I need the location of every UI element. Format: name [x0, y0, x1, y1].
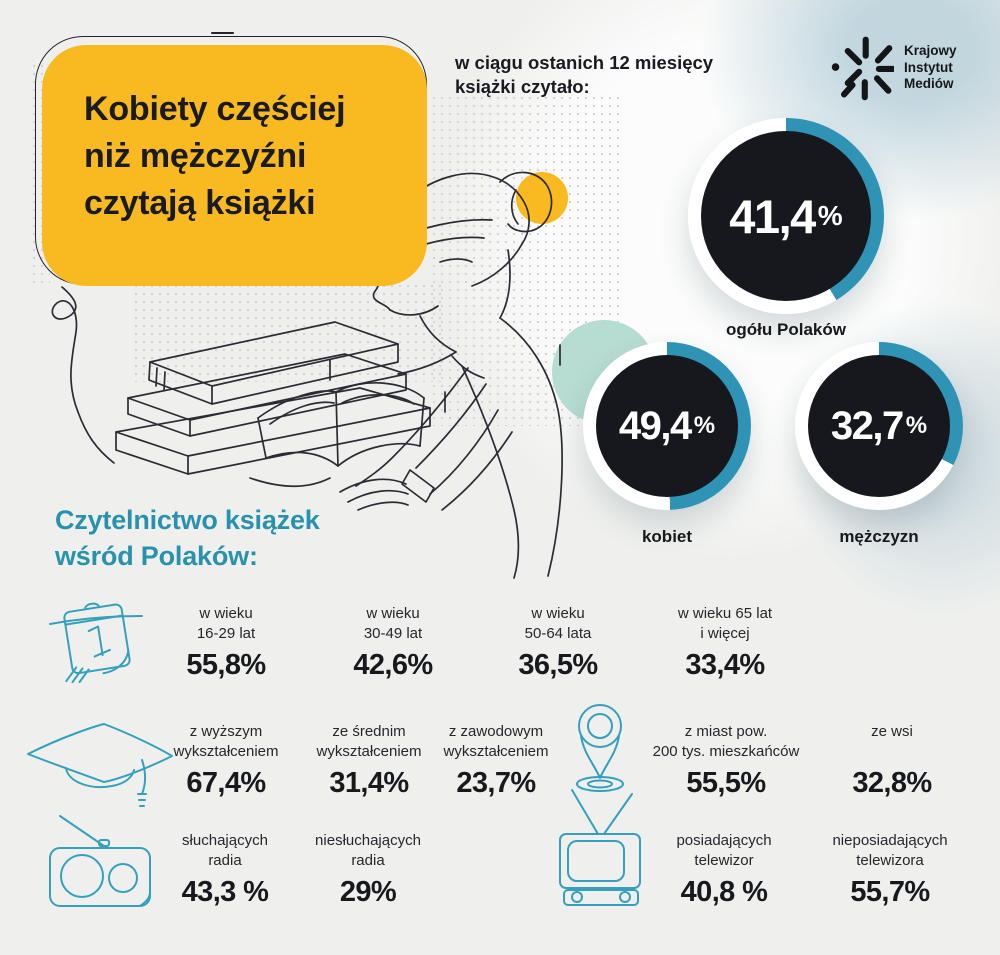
radio-icon — [49, 815, 151, 907]
stat-label: w wieku — [366, 605, 420, 622]
stat-value: 43,3 % — [181, 876, 269, 908]
stat-label: nieposiadających — [832, 832, 948, 849]
stat-value: 67,4% — [186, 767, 266, 799]
donut-number: 41,4 — [729, 189, 816, 243]
stat-city-200k: z miast pow. 200 tys. mieszkańców 55,5% — [616, 722, 836, 800]
title-box — [42, 45, 427, 286]
stat-label: 50-64 lata — [524, 625, 592, 642]
stat-label: radia — [351, 852, 385, 869]
percent-sign: % — [817, 200, 843, 231]
tv-icon — [559, 789, 641, 906]
stat-label: z miast pow. — [684, 723, 768, 740]
stat-radio-nonlisteners: niesłuchających radia 29% — [273, 831, 463, 909]
title-line: niż mężczyźni — [84, 136, 307, 175]
stat-label: ze średnim — [332, 723, 406, 740]
percent-sign: % — [693, 412, 716, 439]
stat-label: w wieku — [531, 605, 585, 622]
stat-value: 42,6% — [353, 649, 433, 681]
stat-label: ze wsi — [871, 723, 913, 740]
stat-value: 36,5% — [518, 649, 598, 681]
graduation-cap-icon — [27, 723, 173, 807]
stat-label: z wyższym — [189, 723, 263, 740]
stat-age-30-49: w wieku 30-49 lat 42,6% — [303, 604, 483, 682]
calendar-icon — [49, 602, 143, 684]
stat-value: 33,4% — [685, 649, 765, 681]
stat-value: 32,8% — [852, 767, 932, 799]
donut-value: 49,4% — [596, 355, 738, 497]
stat-label: w wieku 65 lat — [677, 605, 773, 622]
logo-line: Mediów — [904, 76, 954, 92]
location-pin-icon — [576, 704, 624, 792]
donut-chart-ogolu-polakow: 41,4% — [688, 118, 884, 314]
stat-radio-listeners: słuchających radia 43,3 % — [130, 831, 320, 909]
donut-label-ogolu-polakow: ogółu Polaków — [726, 320, 846, 339]
stat-label: w wieku — [199, 605, 253, 622]
stat-label: telewizora — [856, 852, 924, 869]
stat-value: 29% — [339, 876, 397, 908]
stat-tv-nonowners: nieposiadających telewizora 55,7% — [790, 831, 990, 909]
logo-text: Krajowy Instytut Mediów — [904, 43, 957, 92]
starburst-logo-icon — [831, 36, 894, 101]
donut-label-mezczyzn: mężczyzn — [839, 527, 919, 546]
stat-age-65-plus: w wieku 65 lat i więcej 33,4% — [635, 604, 815, 682]
stat-value: 55,7% — [850, 876, 930, 908]
stat-edu-secondary: ze średnim wykształceniem 31,4% — [284, 722, 454, 800]
stat-label: 200 tys. mieszkańców — [652, 743, 800, 760]
stat-label: słuchających — [182, 832, 268, 849]
stat-label: posiadających — [676, 832, 772, 849]
donut-value: 32,7% — [808, 355, 950, 497]
stat-label: z zawodowym — [448, 723, 544, 740]
logo-krajowy-instytut-mediow: Krajowy Instytut Mediów — [828, 33, 957, 103]
stat-label: i więcej — [700, 625, 750, 642]
section-heading-line: wśród Polaków: — [55, 540, 258, 571]
stat-value: 55,5% — [686, 767, 766, 799]
logo-line: Krajowy — [904, 43, 957, 59]
donut-number: 49,4 — [618, 403, 692, 448]
subtitle-line: książki czytało: — [455, 76, 590, 98]
section-heading: Czytelnictwo książek wśród Polaków: — [55, 503, 320, 574]
stat-age-50-64: w wieku 50-64 lata 36,5% — [468, 604, 648, 682]
percent-sign: % — [905, 412, 928, 439]
stat-village: ze wsi 32,8% — [817, 722, 967, 800]
section-heading-line: Czytelnictwo książek — [55, 505, 320, 535]
stat-label: 30-49 lat — [363, 625, 423, 642]
subtitle: w ciągu ostanich 12 miesięcy książki czy… — [455, 51, 713, 99]
stat-value: 31,4% — [329, 767, 409, 799]
stat-label: telewizor — [694, 852, 754, 869]
stat-label: wykształceniem — [443, 743, 549, 760]
stat-edu-higher: z wyższym wykształceniem 67,4% — [141, 722, 311, 800]
donut-value: 41,4% — [701, 131, 871, 301]
page-title: Kobiety częściej niż mężczyźni czytają k… — [84, 86, 346, 227]
stat-label: 16-29 lat — [196, 625, 256, 642]
subtitle-line: w ciągu ostanich 12 miesięcy — [455, 52, 714, 73]
donut-number: 32,7 — [830, 403, 904, 448]
donut-chart-kobiet: 49,4% — [583, 342, 751, 510]
stat-tv-owners: posiadających telewizor 40,8 % — [624, 831, 824, 909]
stat-edu-vocational: z zawodowym wykształceniem 23,7% — [411, 722, 581, 800]
stat-value: 23,7% — [456, 767, 536, 799]
stat-value: 55,8% — [186, 649, 266, 681]
logo-line: Instytut — [904, 59, 953, 75]
title-line: czytają książki — [84, 183, 316, 222]
stat-label: niesłuchających — [315, 832, 421, 849]
donut-chart-mezczyzn: 32,7% — [795, 342, 963, 510]
stat-label: wykształceniem — [173, 743, 279, 760]
stat-value: 40,8 % — [680, 876, 768, 908]
stat-age-16-29: w wieku 16-29 lat 55,8% — [136, 604, 316, 682]
title-line: Kobiety częściej — [84, 90, 346, 128]
donut-label-kobiet: kobiet — [641, 527, 693, 546]
stat-label: radia — [208, 852, 242, 869]
stat-label: wykształceniem — [316, 743, 422, 760]
